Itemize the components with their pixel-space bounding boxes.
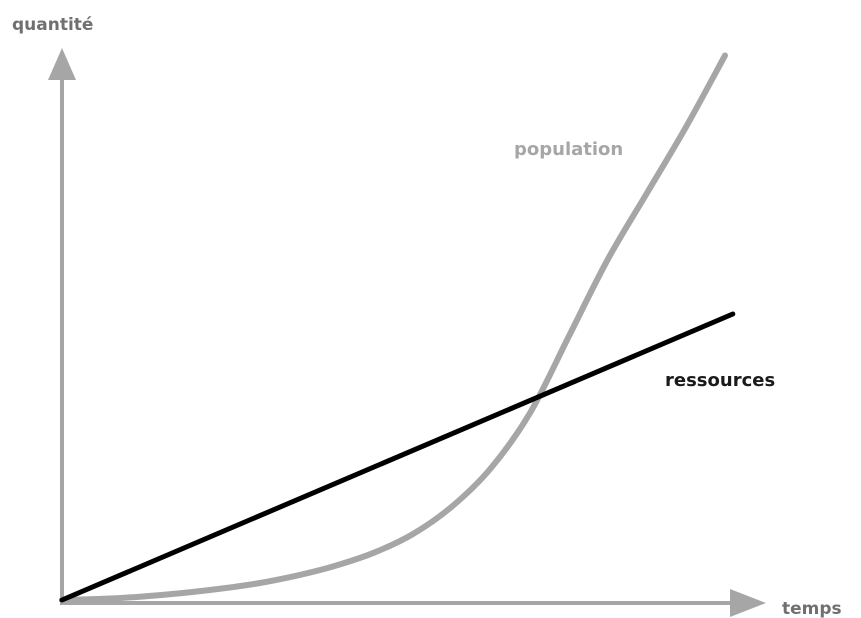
series-line-population — [59, 52, 728, 603]
series-label-population: population — [514, 139, 623, 160]
series-line-ressources — [59, 311, 736, 603]
axes — [48, 48, 766, 617]
x-axis-label: temps — [782, 599, 842, 618]
y-axis-label: quantité — [12, 15, 93, 35]
y-axis-arrow-icon — [48, 48, 76, 80]
x-axis-arrow-icon — [730, 589, 766, 617]
series-label-ressources: ressources — [665, 370, 775, 391]
series-layer — [59, 52, 736, 603]
